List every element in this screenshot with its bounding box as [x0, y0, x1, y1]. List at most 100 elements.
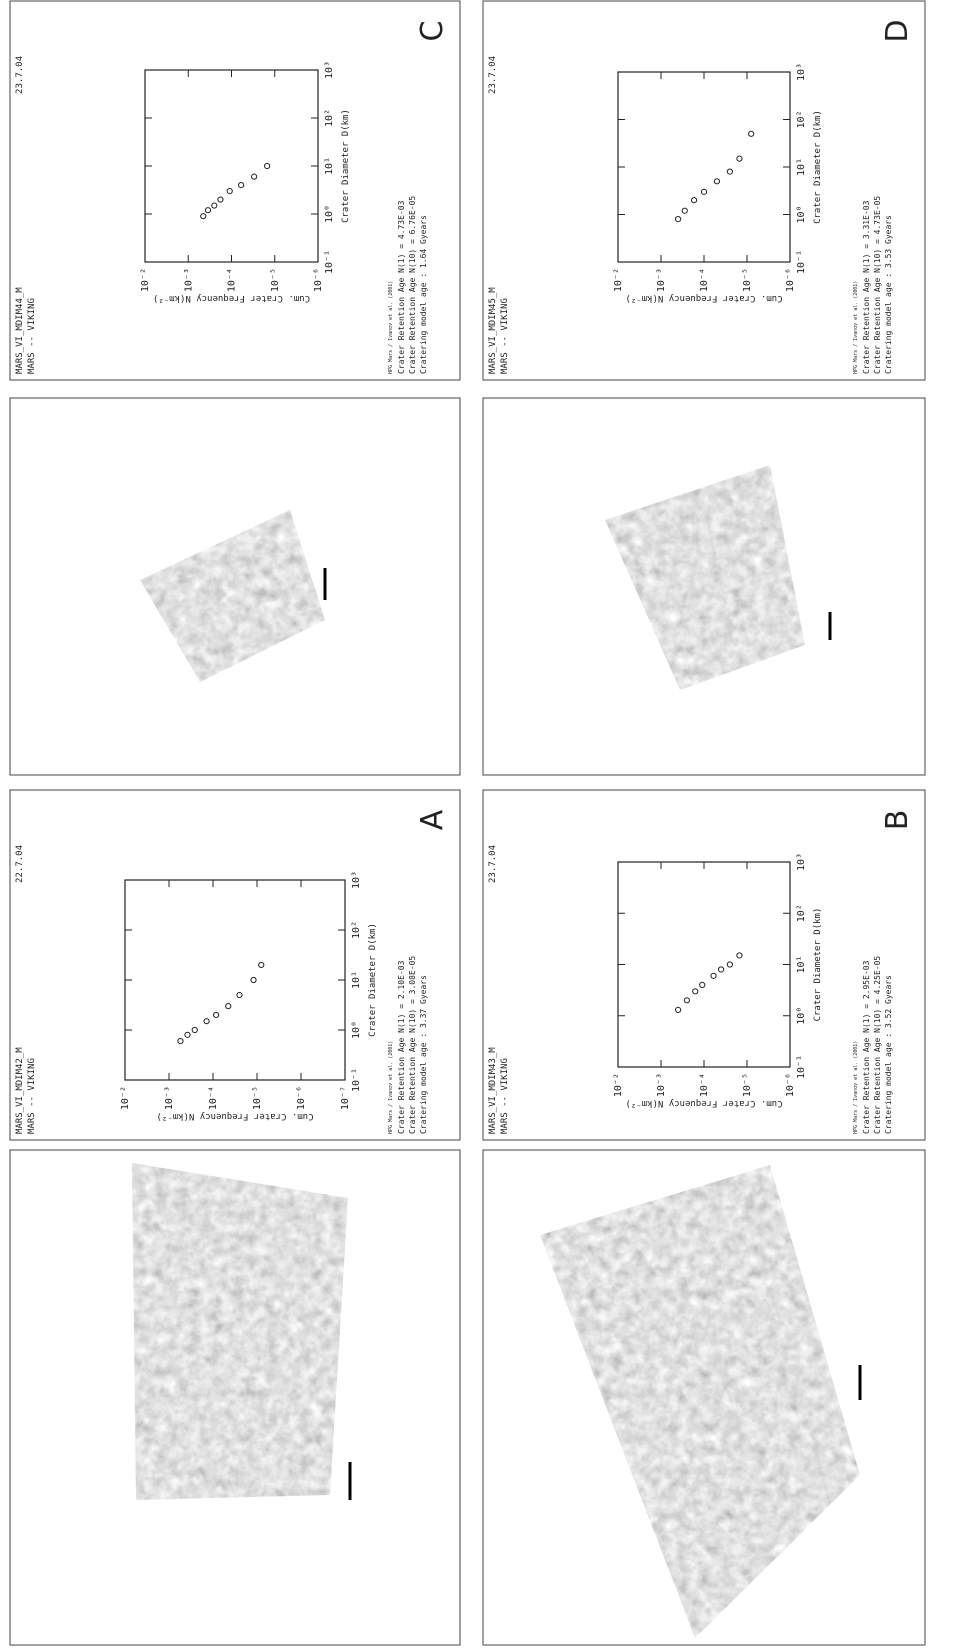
data-point: [225, 1003, 232, 1010]
age-info: Crater Retention Age N(1) = 2.10E-03: [397, 960, 406, 1134]
x-tick-label: 10²: [796, 904, 807, 922]
x-tick-label: 10²: [324, 109, 335, 127]
y-tick-label: 10⁻⁷: [340, 1086, 351, 1110]
age-info: Crater Retention Age N(10) = 6.76E-05: [408, 196, 417, 374]
x-tick-label: 10⁻¹: [796, 250, 807, 274]
data-point: [211, 202, 218, 209]
plot-title: MARS_VI_MDIM43_M: [488, 1047, 498, 1134]
age-info: Cratering model age : 3.53 Gyears: [884, 215, 893, 374]
y-tick-label: 10⁻⁴: [208, 1086, 219, 1110]
plot-date: 23.7.04: [15, 56, 25, 94]
y-tick-label: 10⁻⁵: [270, 268, 281, 292]
age-info: Crater Retention Age N(1) = 3.31E-03: [862, 200, 871, 374]
data-point: [250, 976, 257, 984]
y-axis-title: Cum. Crater Frequency N(km⁻²): [153, 293, 310, 303]
x-axis-title: Crater Diameter D(km): [813, 110, 823, 224]
terrain-image: [140, 510, 325, 682]
x-tick-label: 10¹: [324, 157, 335, 175]
x-tick-label: 10³: [351, 871, 362, 889]
data-point: [683, 997, 690, 1004]
image-frame: [482, 397, 926, 776]
reference: HPG Mars / Ivanov et al. (2001): [853, 1041, 859, 1134]
plot-title: MARS_VI_MDIM44_M: [15, 287, 25, 374]
data-point: [177, 1037, 184, 1045]
y-tick-label: 10⁻²: [140, 268, 151, 292]
data-point: [710, 972, 717, 979]
plot-subtitle: MARS -- VIKING: [500, 298, 510, 374]
image-frame: [9, 397, 461, 776]
y-tick-label: 10⁻⁴: [699, 1073, 710, 1097]
data-point: [184, 1031, 191, 1038]
x-tick-label: 10²: [351, 921, 362, 939]
data-point: [692, 988, 699, 995]
age-info: Cratering model age : 3.52 Gyears: [884, 975, 893, 1134]
plot-subtitle: MARS -- VIKING: [500, 1058, 510, 1134]
x-tick-label: 10¹: [351, 971, 362, 989]
x-axis-title: Crater Diameter D(km): [368, 923, 378, 1037]
y-tick-label: 10⁻⁴: [699, 268, 710, 292]
data-point: [748, 130, 755, 137]
data-point: [204, 207, 212, 214]
data-point: [191, 1026, 198, 1034]
reference: HPG Mars / Ivanov et al. (2001): [853, 281, 859, 374]
x-tick-label: 10⁻¹: [351, 1068, 362, 1092]
x-tick-label: 10³: [324, 61, 335, 79]
y-tick-label: 10⁻⁴: [227, 268, 238, 292]
data-point: [236, 991, 243, 999]
x-tick-label: 10¹: [796, 955, 807, 973]
plot-box: [124, 879, 346, 1081]
x-tick-label: 10⁻¹: [324, 250, 335, 274]
data-point: [700, 188, 708, 195]
age-info: Cratering model age : 3.37 Gyears: [419, 975, 428, 1134]
image-frame: [482, 1149, 926, 1646]
data-point: [203, 1018, 210, 1025]
terrain-image: [605, 465, 805, 690]
x-tick-label: 10³: [796, 853, 807, 871]
y-tick-label: 10⁻²: [120, 1086, 131, 1110]
age-info: Cratering model age : 1.64 Gyears: [419, 215, 428, 374]
y-axis-title: Cum. Crater Frequency N(km⁻²): [625, 293, 782, 303]
data-point: [726, 961, 733, 968]
plot-box: [617, 71, 791, 263]
age-info: Crater Retention Age N(1) = 2.95E-03: [862, 960, 871, 1134]
data-point: [726, 168, 733, 175]
data-point: [237, 182, 245, 189]
age-info: Crater Retention Age N(10) = 4.25E-05: [873, 956, 882, 1134]
y-tick-label: 10⁻³: [656, 268, 667, 292]
y-tick-label: 10⁻³: [183, 268, 194, 292]
y-tick-label: 10⁻⁶: [296, 1086, 307, 1110]
plot-frame: [482, 0, 926, 381]
plot-frame: [482, 789, 926, 1141]
data-point: [690, 197, 698, 204]
y-tick-label: 10⁻⁶: [313, 268, 324, 292]
data-point: [718, 966, 725, 973]
plot-frame: [9, 789, 461, 1141]
x-tick-label: 10⁰: [796, 1007, 807, 1025]
plot-date: 23.7.04: [488, 56, 498, 94]
x-tick-label: 10¹: [796, 158, 807, 176]
terrain-image: [132, 1163, 348, 1500]
panel-label: C: [415, 21, 450, 42]
y-axis-title: Cum. Crater Frequency N(km⁻²): [625, 1098, 782, 1108]
reference: HPG Mars / Ivanov et al. (2001): [388, 281, 394, 374]
age-info: Crater Retention Age N(1) = 4.73E-03: [397, 200, 406, 374]
age-info: Crater Retention Age N(10) = 3.08E-05: [408, 956, 417, 1134]
panel-label: D: [880, 19, 915, 42]
data-point: [258, 961, 265, 969]
y-tick-label: 10⁻²: [613, 1073, 624, 1097]
plot-title: MARS_VI_MDIM42_M: [15, 1047, 25, 1134]
plot-title: MARS_VI_MDIM45_M: [488, 287, 498, 374]
data-point: [675, 216, 682, 223]
data-point: [251, 173, 258, 180]
data-point: [681, 207, 688, 214]
data-point: [264, 162, 271, 170]
reference: HPG Mars / Ivanov et al. (2001): [388, 1041, 394, 1134]
plot-date: 22.7.04: [15, 845, 25, 883]
y-tick-label: 10⁻³: [164, 1086, 175, 1110]
data-point: [217, 196, 224, 203]
y-tick-label: 10⁻⁵: [742, 268, 753, 292]
panel-label: A: [415, 809, 450, 830]
plot-date: 23.7.04: [488, 845, 498, 883]
y-tick-label: 10⁻²: [613, 268, 624, 292]
